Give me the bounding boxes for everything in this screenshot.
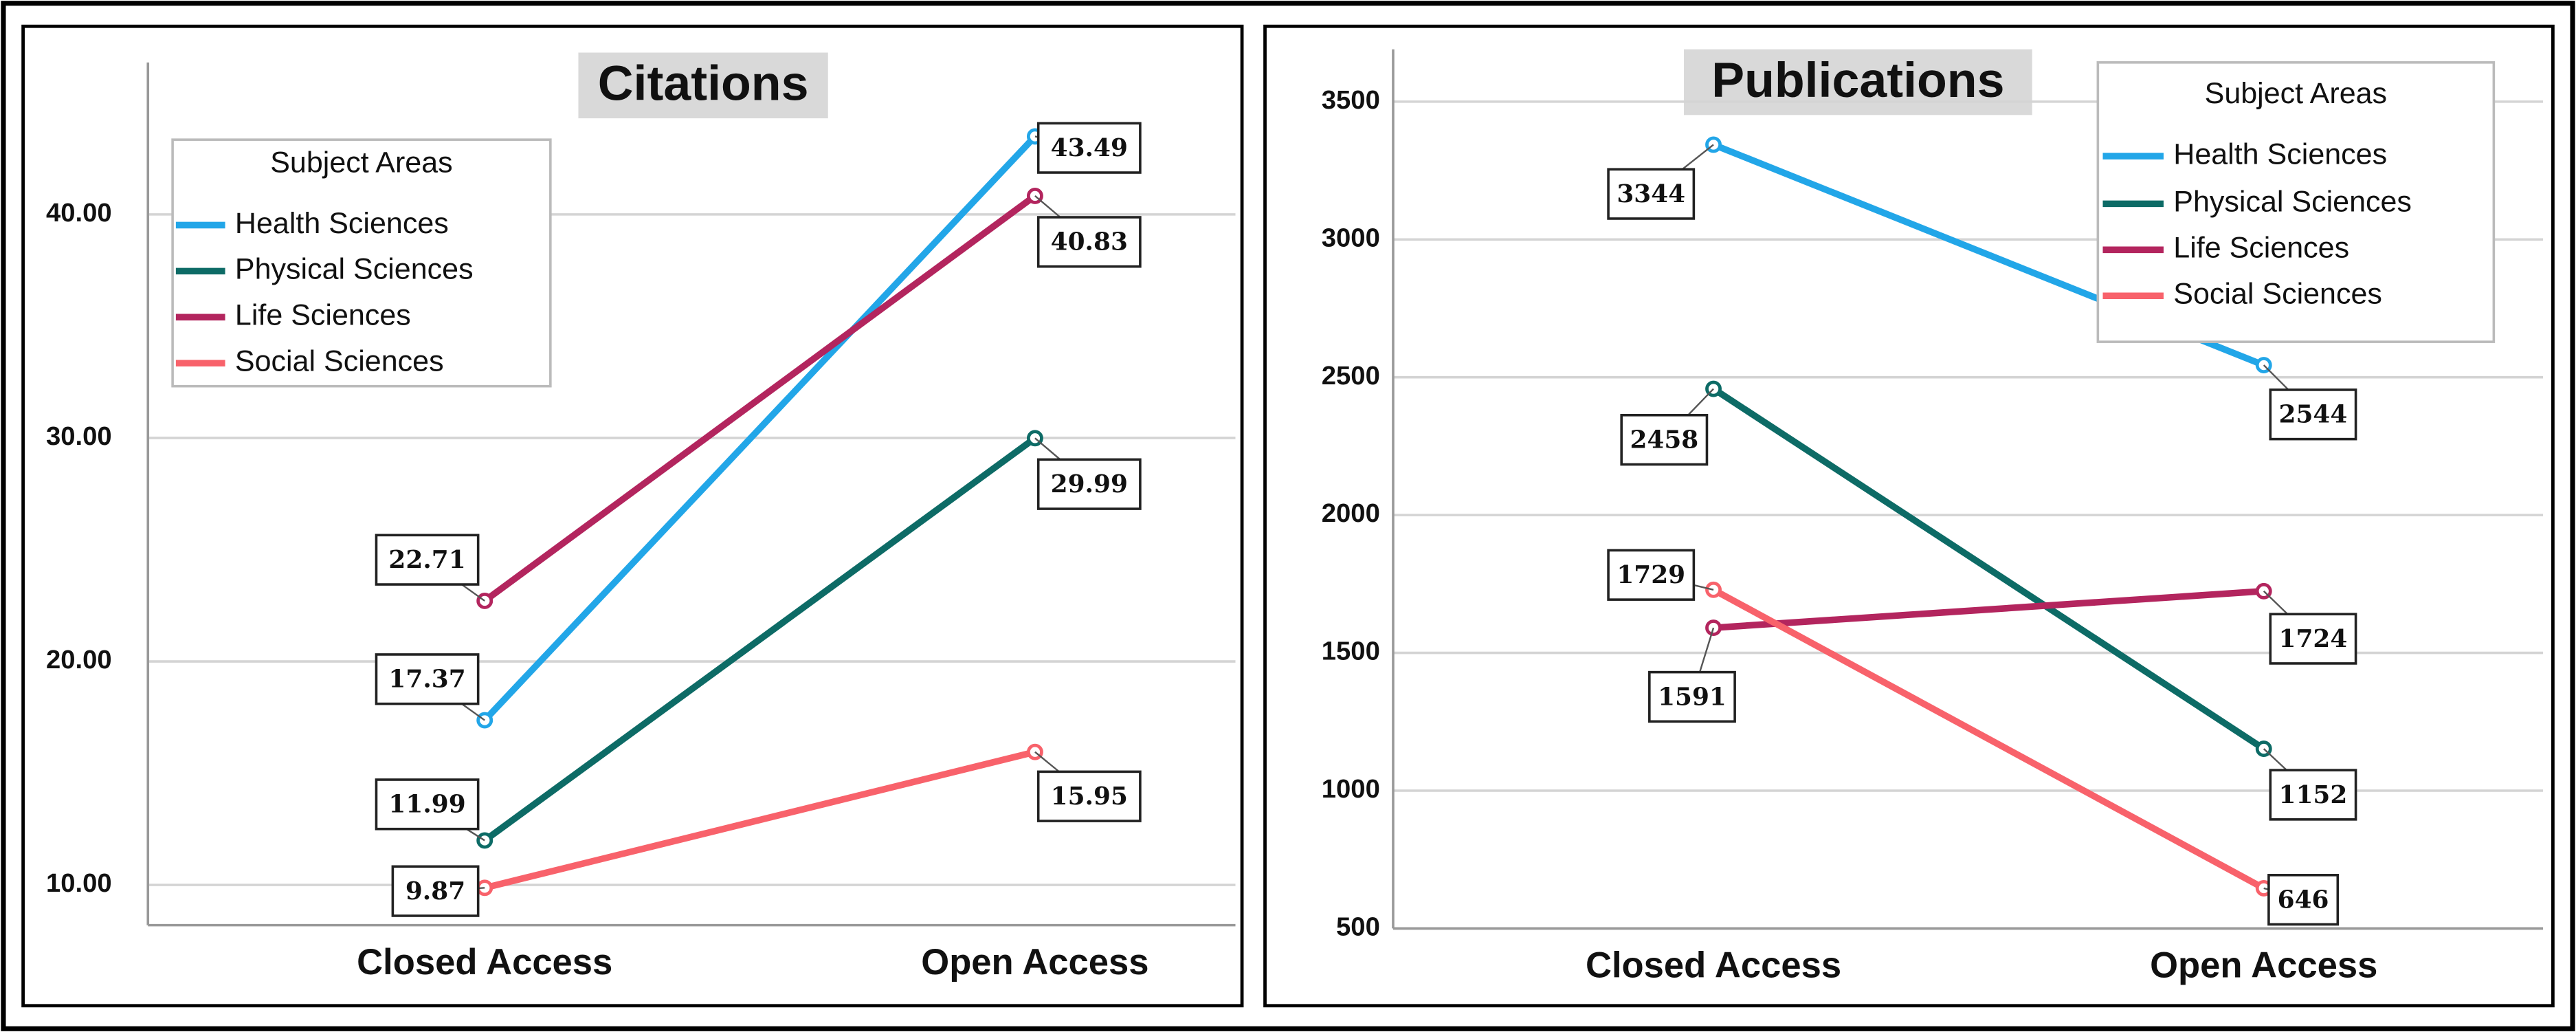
value-label: 2544 — [2279, 400, 2348, 429]
label-box — [1036, 458, 1142, 510]
value-label: 11.99 — [388, 790, 465, 819]
y-tick-label: 1500 — [1322, 637, 1380, 666]
y-tick-label: 10.00 — [46, 868, 112, 898]
value-label: 43.49 — [1051, 133, 1128, 162]
label-box — [2269, 769, 2357, 821]
y-tick-label: 500 — [1336, 912, 1380, 942]
title-background — [578, 52, 828, 119]
label-box — [391, 865, 480, 917]
label-box — [1036, 770, 1142, 822]
legend-label: Health Sciences — [235, 207, 449, 240]
value-label: 1152 — [2279, 780, 2348, 809]
x-tick-label: Open Access — [2150, 945, 2377, 986]
legend-label: Life Sciences — [235, 299, 411, 332]
legend-label: Social Sciences — [235, 345, 444, 378]
value-label: 3344 — [1617, 179, 1685, 208]
y-tick-label: 2500 — [1322, 361, 1380, 391]
series-line — [482, 193, 1037, 604]
y-tick-label: 1000 — [1322, 774, 1380, 804]
chart-title: Citations — [598, 56, 809, 111]
y-tick-label: 3500 — [1322, 85, 1380, 115]
title-background — [1684, 49, 2032, 116]
series-line — [482, 435, 1037, 844]
y-tick-label: 2000 — [1322, 498, 1380, 528]
value-label: 22.71 — [388, 545, 465, 574]
value-label: 15.95 — [1051, 782, 1128, 811]
label-box — [1648, 670, 1736, 723]
legend-title: Subject Areas — [270, 146, 452, 179]
series-line — [484, 749, 1036, 891]
series-line — [1713, 588, 2265, 631]
value-label: 1591 — [1658, 682, 1726, 711]
value-label: 1724 — [2279, 624, 2348, 653]
label-box — [375, 653, 480, 705]
legend-title: Subject Areas — [2205, 77, 2387, 110]
value-label: 646 — [2278, 886, 2329, 914]
label-box — [1036, 216, 1142, 268]
chart-title: Publications — [1711, 53, 2004, 108]
x-tick-label: Open Access — [921, 942, 1148, 982]
legend-label: Physical Sciences — [2173, 186, 2412, 219]
legend-box — [171, 138, 552, 388]
label-box — [1607, 549, 1696, 601]
label-box — [2269, 388, 2357, 441]
y-tick-label: 20.00 — [46, 645, 112, 674]
label-box — [2269, 613, 2357, 665]
label-box — [1036, 122, 1142, 174]
value-label: 40.83 — [1051, 228, 1128, 256]
value-label: 9.87 — [406, 877, 465, 905]
y-tick-label: 30.00 — [46, 421, 112, 451]
legend-box — [2096, 61, 2496, 343]
label-box — [2267, 873, 2340, 926]
label-box — [1620, 414, 1709, 466]
legend-label: Health Sciences — [2173, 138, 2387, 171]
series-line — [1711, 386, 2266, 752]
label-box — [375, 534, 480, 586]
label-box — [375, 778, 480, 831]
legend-label: Social Sciences — [2173, 278, 2382, 311]
value-label: 2458 — [1630, 426, 1698, 454]
y-tick-label: 3000 — [1322, 223, 1380, 252]
legend-label: Physical Sciences — [235, 253, 474, 286]
y-tick-label: 40.00 — [46, 198, 112, 228]
x-tick-label: Closed Access — [1586, 945, 1841, 986]
value-label: 1729 — [1617, 560, 1685, 589]
series-line — [482, 134, 1038, 723]
value-label: 29.99 — [1051, 470, 1128, 498]
x-tick-label: Closed Access — [357, 942, 612, 982]
series-line — [1711, 586, 2266, 892]
legend-label: Life Sciences — [2173, 232, 2349, 265]
label-box — [1607, 168, 1696, 220]
value-label: 17.37 — [388, 665, 465, 694]
